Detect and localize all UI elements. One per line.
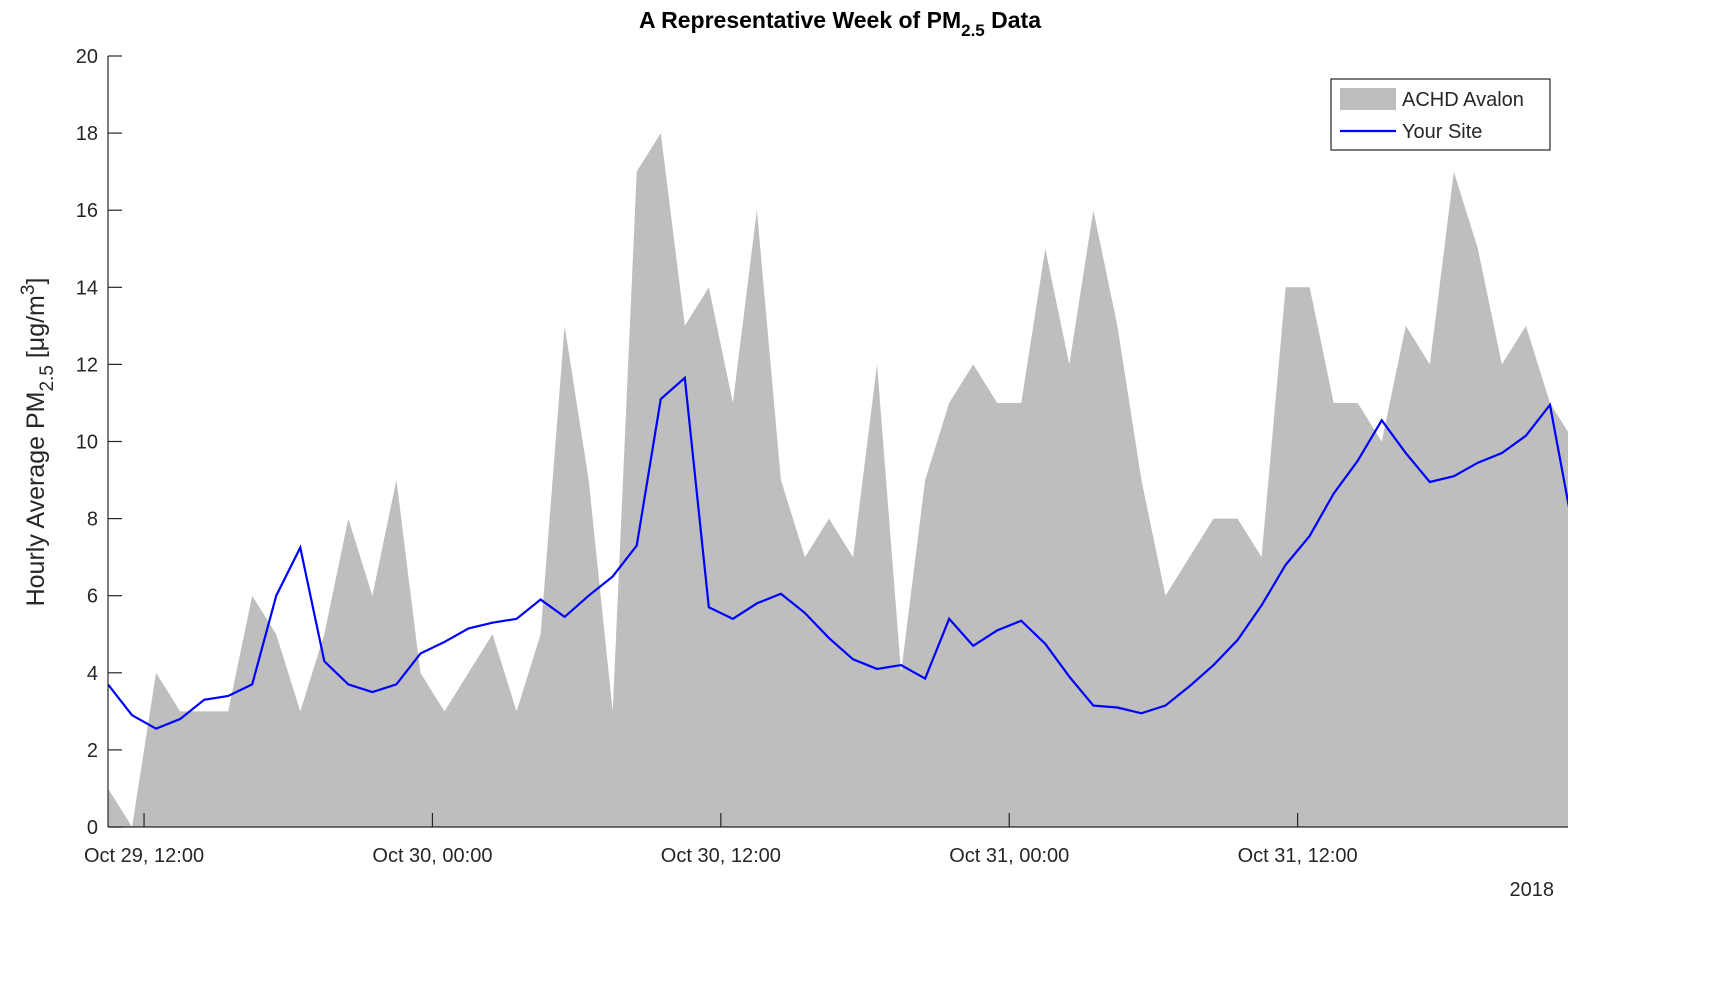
legend-swatch xyxy=(1340,88,1396,110)
y-tick-label: 16 xyxy=(76,200,98,222)
chart-title: A Representative Week of PM2.5 Data xyxy=(639,7,1041,40)
title-text: Data xyxy=(985,7,1041,33)
line xyxy=(108,375,1568,730)
x-tick-label: Oct 30, 12:00 xyxy=(661,845,781,867)
y-tick-label: 14 xyxy=(76,277,98,299)
legend-label: ACHD Avalon xyxy=(1402,89,1524,111)
x-tick-label: Oct 30, 00:00 xyxy=(372,845,492,867)
ylabel-sub: 2.5 xyxy=(37,365,58,391)
x-tick-label: Oct 31, 00:00 xyxy=(949,845,1069,867)
y-axis-label: Hourly Average PM2.5 [μg/m3] xyxy=(18,278,58,607)
title-sub: 2.5 xyxy=(961,21,985,40)
y-tick-label: 6 xyxy=(87,586,98,608)
ylabel-text: ] xyxy=(22,278,50,285)
ylabel-text: Hourly Average PM xyxy=(22,392,50,607)
ylabel-text: [μg/m xyxy=(22,295,50,365)
y-tick-label: 2 xyxy=(87,740,98,762)
y-tick-label: 10 xyxy=(76,432,98,454)
y-tick-label: 4 xyxy=(87,663,98,685)
title-text: A Representative Week of PM xyxy=(639,7,961,33)
legend-box xyxy=(1330,78,1551,151)
y-tick-label: 0 xyxy=(87,817,98,839)
y-tick-label: 20 xyxy=(76,46,98,68)
plot-area xyxy=(108,133,1568,827)
legend-label: Your Site xyxy=(1402,121,1482,143)
y-tick-label: 8 xyxy=(87,509,98,531)
x-tick-label: Oct 29, 12:00 xyxy=(84,845,204,867)
area xyxy=(108,133,1568,827)
x-year-label: 2018 xyxy=(1510,879,1555,901)
y-tick-label: 18 xyxy=(76,123,98,145)
y-tick-label: 12 xyxy=(76,354,98,376)
ylabel-sup: 3 xyxy=(18,285,39,296)
x-tick-label: Oct 31, 12:00 xyxy=(1238,845,1358,867)
